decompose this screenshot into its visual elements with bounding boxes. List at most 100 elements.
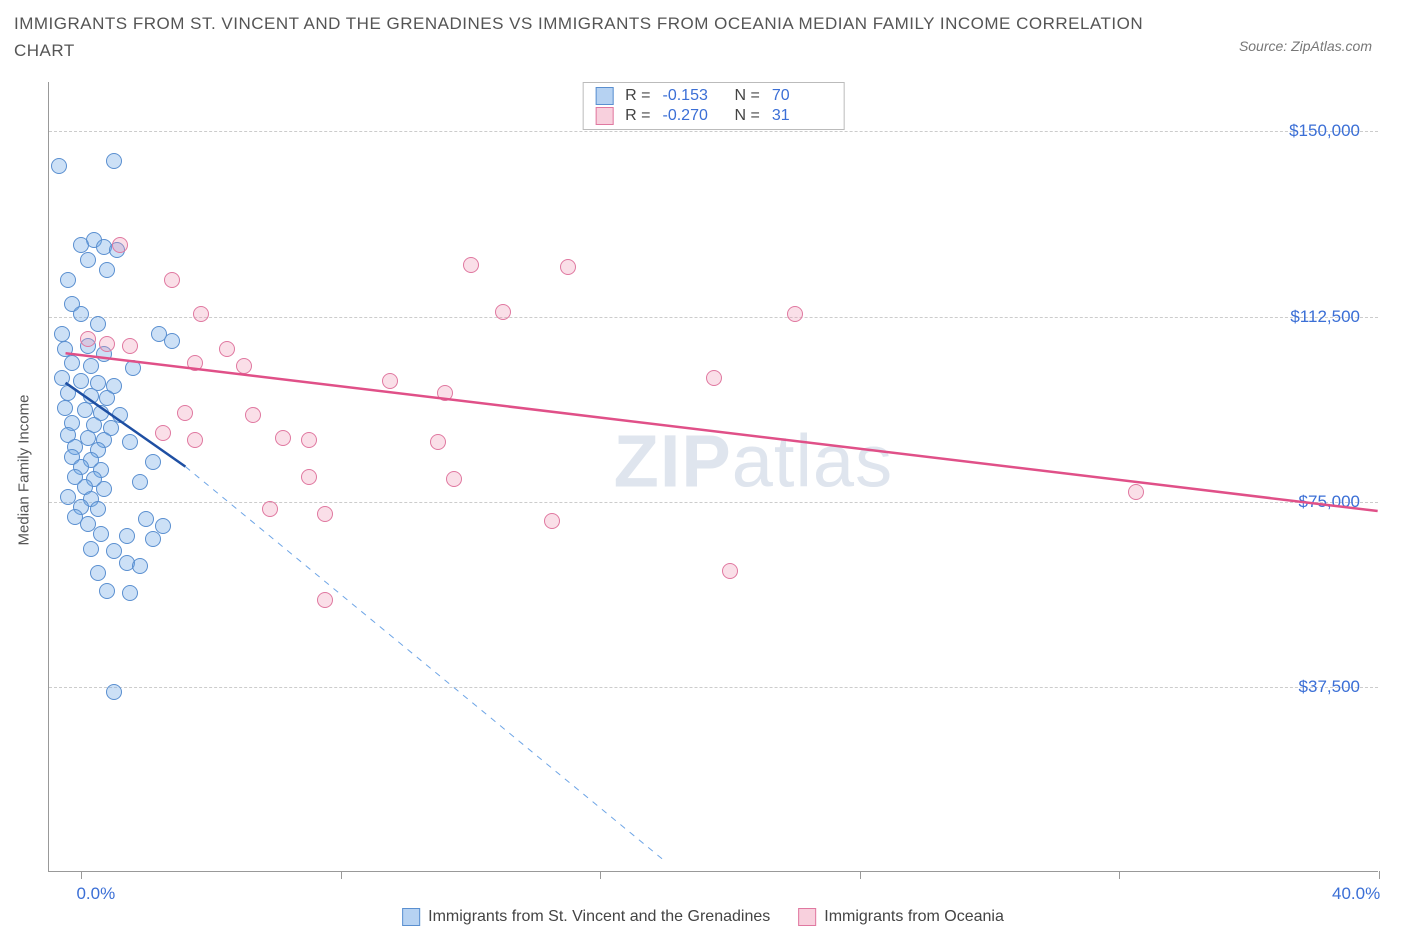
data-point (60, 272, 76, 288)
data-point (83, 358, 99, 374)
data-point (90, 316, 106, 332)
data-point (301, 469, 317, 485)
legend-item-oceania: Immigrants from Oceania (798, 908, 1004, 926)
y-tick-label: $112,500 (1290, 307, 1360, 327)
data-point (164, 333, 180, 349)
legend-stats: R = -0.153 N = 70 R = -0.270 N = 31 (582, 82, 845, 130)
data-point (787, 306, 803, 322)
data-point (1128, 484, 1144, 500)
data-point (145, 531, 161, 547)
x-tick (600, 871, 601, 879)
x-tick (341, 871, 342, 879)
data-point (544, 513, 560, 529)
x-tick (81, 871, 82, 879)
data-point (187, 355, 203, 371)
r-value: -0.153 (663, 87, 723, 105)
source-label: Source: ZipAtlas.com (1239, 38, 1372, 54)
data-point (122, 585, 138, 601)
swatch-icon (798, 908, 816, 926)
data-point (164, 272, 180, 288)
y-tick-label: $75,000 (1299, 492, 1360, 512)
data-point (177, 405, 193, 421)
data-point (155, 425, 171, 441)
data-point (430, 434, 446, 450)
data-point (119, 528, 135, 544)
data-point (80, 252, 96, 268)
data-point (132, 474, 148, 490)
x-tick-label: 0.0% (76, 884, 115, 904)
chart-title: IMMIGRANTS FROM ST. VINCENT AND THE GREN… (14, 10, 1154, 64)
x-tick (860, 871, 861, 879)
data-point (54, 370, 70, 386)
data-point (73, 237, 89, 253)
data-point (93, 526, 109, 542)
gridline (49, 317, 1378, 318)
data-point (446, 471, 462, 487)
data-point (106, 543, 122, 559)
data-point (187, 432, 203, 448)
data-point (90, 565, 106, 581)
data-point (122, 338, 138, 354)
data-point (317, 506, 333, 522)
data-point (77, 402, 93, 418)
data-point (275, 430, 291, 446)
data-point (706, 370, 722, 386)
data-point (99, 336, 115, 352)
legend-stats-row-svg: R = -0.153 N = 70 (595, 87, 832, 105)
n-value: 31 (772, 107, 832, 125)
x-tick (1119, 871, 1120, 879)
data-point (219, 341, 235, 357)
data-point (132, 558, 148, 574)
data-point (54, 326, 70, 342)
y-tick-label: $37,500 (1299, 677, 1360, 697)
data-point (83, 388, 99, 404)
data-point (145, 454, 161, 470)
data-point (83, 541, 99, 557)
data-point (437, 385, 453, 401)
data-point (99, 390, 115, 406)
data-point (495, 304, 511, 320)
legend-item-svg: Immigrants from St. Vincent and the Gren… (402, 908, 770, 926)
data-point (722, 563, 738, 579)
data-point (99, 262, 115, 278)
legend-series: Immigrants from St. Vincent and the Gren… (402, 908, 1004, 926)
data-point (106, 153, 122, 169)
gridline (49, 687, 1378, 688)
y-axis-title: Median Family Income (16, 395, 33, 546)
gridline (49, 502, 1378, 503)
y-tick-label: $150,000 (1289, 121, 1360, 141)
gridline (49, 131, 1378, 132)
data-point (106, 684, 122, 700)
data-point (57, 341, 73, 357)
data-point (64, 355, 80, 371)
data-point (122, 434, 138, 450)
data-point (138, 511, 154, 527)
data-point (80, 331, 96, 347)
regression-line-dashed (185, 467, 664, 862)
data-point (73, 306, 89, 322)
data-point (262, 501, 278, 517)
data-point (193, 306, 209, 322)
data-point (301, 432, 317, 448)
watermark: ZIPatlas (614, 418, 893, 503)
data-point (236, 358, 252, 374)
swatch-icon (402, 908, 420, 926)
data-point (317, 592, 333, 608)
data-point (73, 373, 89, 389)
data-point (60, 385, 76, 401)
data-point (57, 400, 73, 416)
data-point (90, 501, 106, 517)
data-point (463, 257, 479, 273)
data-point (51, 158, 67, 174)
scatter-plot: ZIPatlas R = -0.153 N = 70 R = -0.270 N … (48, 82, 1378, 872)
data-point (560, 259, 576, 275)
x-tick-label: 40.0% (1332, 884, 1380, 904)
data-point (245, 407, 261, 423)
r-value: -0.270 (663, 107, 723, 125)
data-point (112, 237, 128, 253)
data-point (125, 360, 141, 376)
n-value: 70 (772, 87, 832, 105)
data-point (96, 481, 112, 497)
swatch-icon (595, 107, 613, 125)
legend-stats-row-oceania: R = -0.270 N = 31 (595, 107, 832, 125)
